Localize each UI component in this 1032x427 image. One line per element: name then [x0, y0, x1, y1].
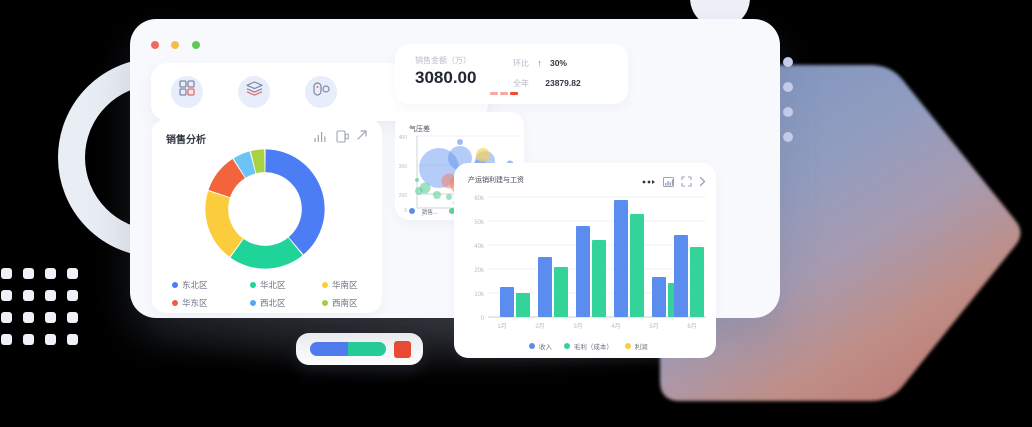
svg-text:400: 400 — [399, 135, 407, 141]
svg-text:0: 0 — [404, 208, 407, 214]
svg-text:40k: 40k — [474, 244, 485, 250]
svg-text:60k: 60k — [474, 196, 485, 202]
svg-text:200: 200 — [399, 193, 407, 199]
svg-text:20k: 20k — [474, 268, 485, 274]
svg-text:0: 0 — [481, 316, 485, 322]
svg-text:300: 300 — [399, 164, 407, 170]
svg-text:50k: 50k — [474, 220, 485, 226]
svg-text:10k: 10k — [474, 292, 485, 298]
